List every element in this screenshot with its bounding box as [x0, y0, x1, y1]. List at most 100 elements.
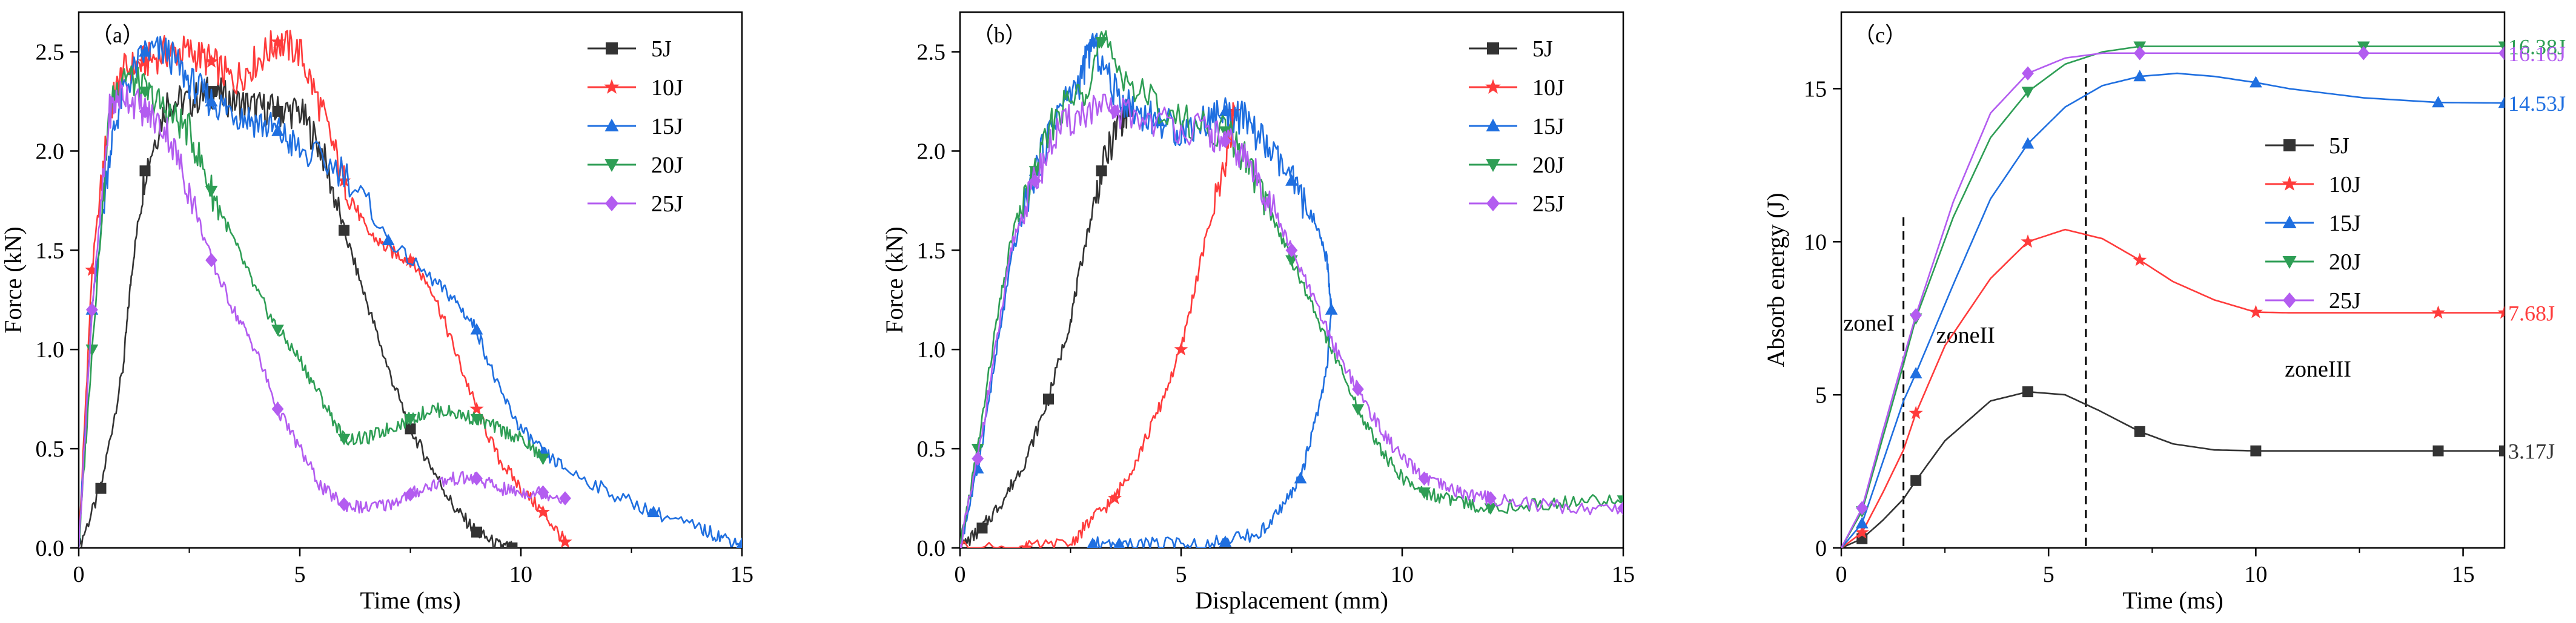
data-point-5J — [2250, 445, 2262, 457]
data-point-10J — [558, 535, 572, 548]
y-tick-label: 2.0 — [917, 139, 946, 164]
series-line-5J — [1841, 391, 2505, 548]
series-15J — [960, 33, 1338, 548]
data-point-15J — [1909, 366, 1922, 378]
data-point-25J — [1910, 308, 1922, 323]
data-point-20J — [205, 185, 218, 197]
y-axis-label: Force (kN) — [881, 226, 908, 334]
legend-label: 25J — [651, 191, 683, 217]
data-point-15J — [736, 537, 742, 548]
data-point-5J — [2134, 426, 2145, 437]
data-point-25J — [1485, 491, 1497, 506]
series-line-15J — [79, 36, 742, 548]
series-5J — [1841, 386, 2505, 548]
legend-marker-5J — [606, 42, 618, 54]
legend-label: 25J — [2329, 288, 2361, 314]
y-tick-label: 1.0 — [917, 337, 946, 363]
legend-label: 15J — [2329, 211, 2361, 236]
series-20J — [79, 65, 549, 548]
data-point-10J — [2021, 234, 2035, 248]
chart-panel-2: 0 5 10 15 0.0 0.5 1.0 1.5 2.0 2.5 Displacement (mm… — [881, 11, 1635, 614]
data-point-20J — [139, 87, 151, 98]
y-tick-label: 0 — [1815, 536, 1827, 561]
data-point-5J — [139, 165, 151, 177]
series-20J — [960, 30, 1623, 545]
data-point-5J — [272, 105, 283, 117]
series-15J — [79, 36, 742, 548]
x-tick-label: 10 — [509, 562, 532, 587]
y-tick-label: 10 — [1804, 229, 1827, 255]
data-point-10J — [270, 35, 285, 48]
data-point-10J — [2497, 305, 2505, 319]
legend-marker-10J — [1485, 79, 1501, 94]
series-5J — [960, 99, 1134, 548]
y-tick-label: 5 — [1815, 383, 1827, 408]
data-point-25J — [1285, 243, 1298, 258]
data-point-10J — [137, 54, 153, 68]
data-point-5J — [95, 483, 107, 494]
chart-panel-1: 0 5 10 15 0.0 0.5 1.0 1.5 2.0 2.5 Time (ms) Force (… — [0, 11, 753, 614]
data-point-25J — [205, 253, 217, 268]
series-line-10J — [1841, 228, 2505, 548]
series-line-20J — [79, 65, 544, 548]
legend-marker-20J — [604, 159, 619, 172]
data-point-10J — [535, 504, 551, 518]
data-point-15J — [1087, 537, 1099, 548]
data-point-25J — [1418, 471, 1431, 486]
data-point-15J — [647, 506, 660, 518]
series-5J — [79, 76, 518, 548]
y-tick-label: 2.5 — [36, 40, 65, 65]
data-point-15J — [382, 234, 395, 246]
data-point-20J — [537, 453, 549, 466]
x-tick-label: 0 — [1836, 562, 1847, 587]
panel-label: （c） — [1853, 23, 1907, 47]
data-point-15J — [470, 323, 483, 335]
data-point-20J — [971, 444, 984, 455]
legend-marker-25J — [605, 196, 618, 211]
x-tick-label: 15 — [2452, 562, 2475, 587]
data-point-10J — [1019, 540, 1034, 548]
data-point-15J — [1855, 516, 1869, 529]
data-point-15J — [2432, 96, 2445, 108]
legend-marker-10J — [604, 79, 620, 94]
legend-label: 10J — [651, 75, 683, 101]
data-point-25J — [537, 485, 549, 499]
legend-marker-5J — [2283, 139, 2296, 151]
data-point-20J — [271, 325, 284, 337]
legend-label: 25J — [1532, 191, 1564, 217]
legend-label: 20J — [1532, 153, 1564, 178]
data-point-25J — [1108, 104, 1121, 119]
x-tick-label: 10 — [1391, 562, 1414, 587]
data-point-25J — [2498, 46, 2505, 61]
data-point-10J — [85, 263, 99, 276]
end-value-label: 7.68J — [2508, 302, 2555, 326]
data-point-20J — [1418, 487, 1431, 499]
data-point-10J — [1174, 342, 1188, 356]
plot-frame — [78, 11, 743, 549]
end-value-label: 3.17J — [2508, 440, 2555, 464]
legend: 5J 10J 15J 20J 25J — [588, 36, 683, 217]
data-point-25J — [271, 401, 284, 417]
data-point-15J — [1086, 35, 1099, 47]
series-line-25J — [1841, 52, 2505, 548]
series-25J — [1841, 46, 2505, 548]
end-value-label: 14.53J — [2508, 91, 2566, 116]
legend-marker-20J — [2282, 256, 2297, 269]
data-point-25J — [1352, 382, 1364, 397]
series-line-5J — [79, 76, 513, 548]
y-tick-label: 0.5 — [917, 437, 946, 462]
legend-marker-10J — [2282, 176, 2297, 191]
legend: 5J 10J 15J 20J 25J — [1469, 36, 1564, 217]
legend-marker-25J — [1486, 196, 1500, 211]
series-10J — [1841, 228, 2505, 548]
data-point-20J — [1351, 404, 1365, 416]
series-line-20J — [1841, 45, 2505, 548]
data-point-25J — [471, 471, 483, 486]
zone-label: zoneIII — [2285, 357, 2351, 382]
series-line-15J — [960, 33, 1333, 548]
data-point-10J — [403, 252, 418, 266]
y-tick-label: 1.5 — [36, 238, 65, 263]
data-point-15J — [1285, 174, 1298, 186]
data-point-15J — [2021, 137, 2035, 149]
